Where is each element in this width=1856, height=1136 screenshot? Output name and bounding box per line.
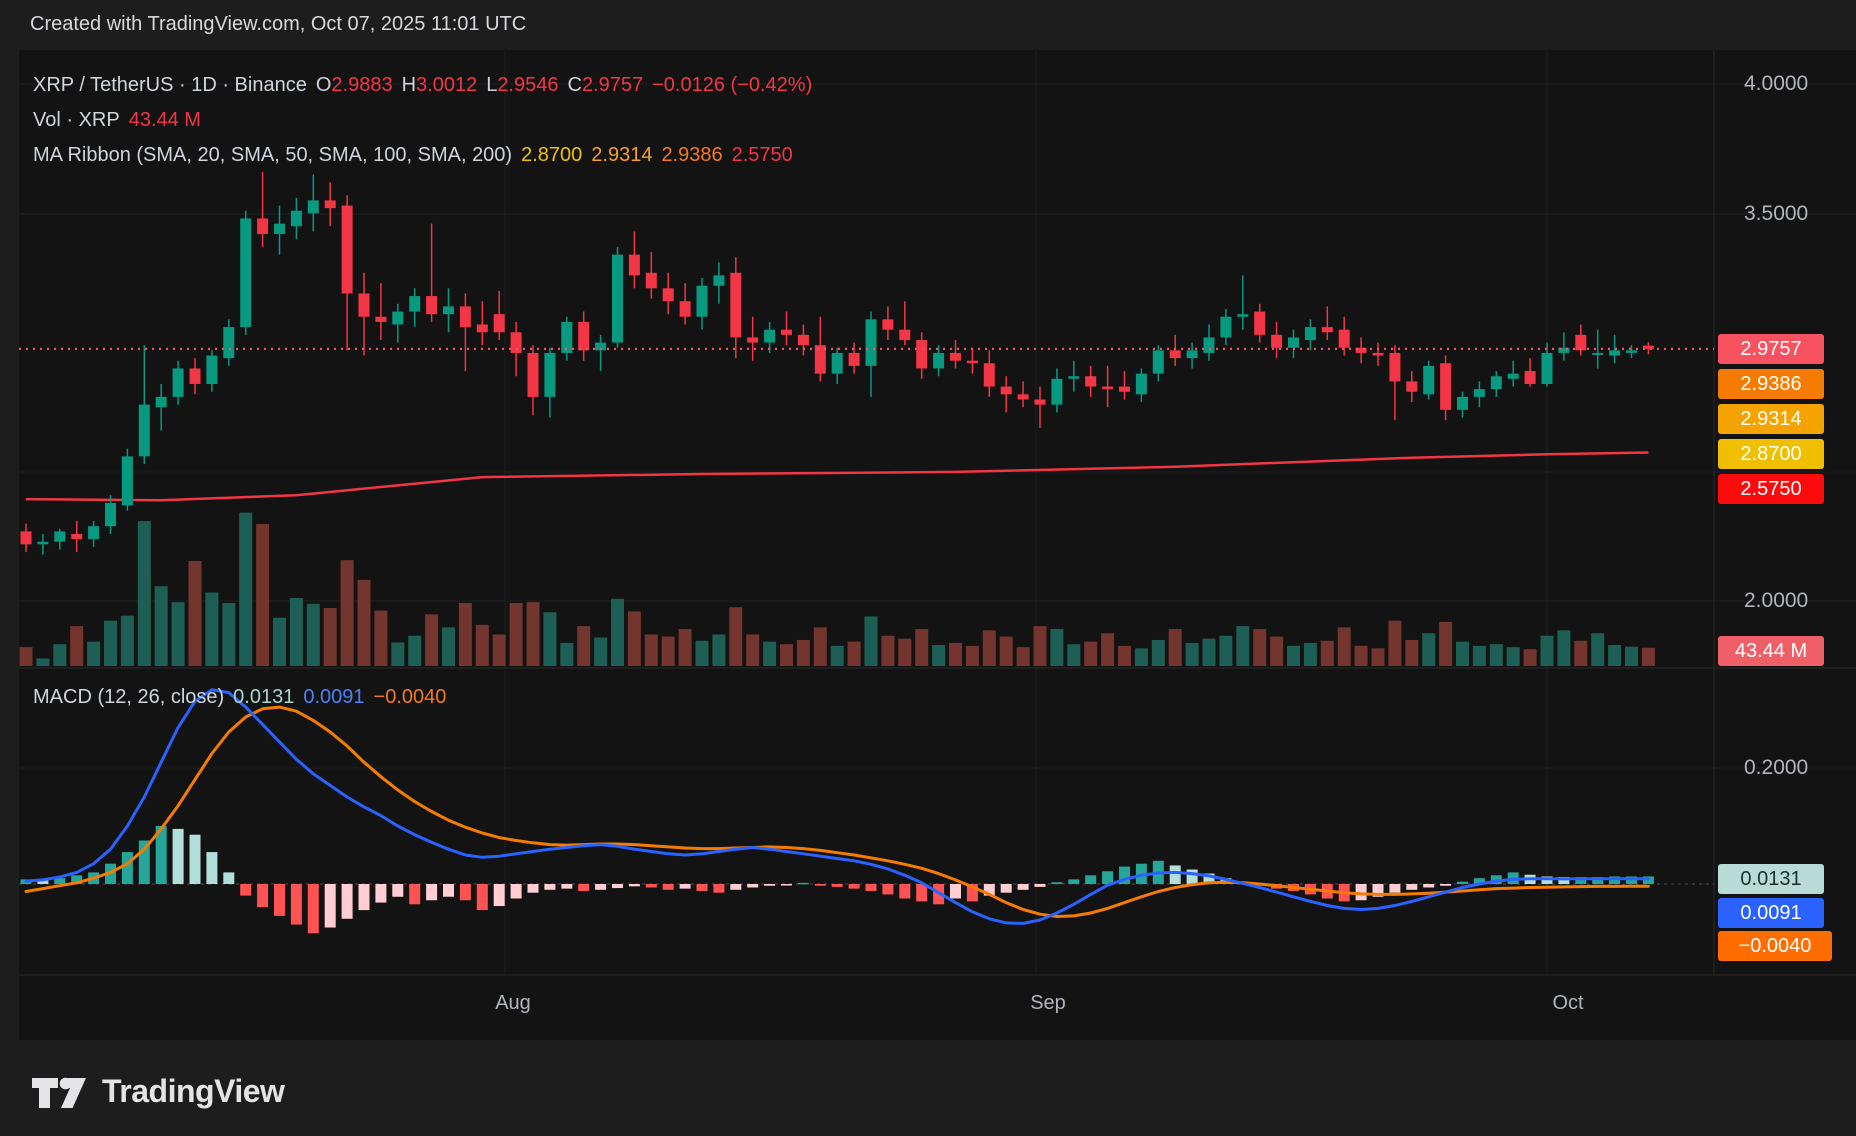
ma-ribbon-label: MA Ribbon (SMA, 20, SMA, 50, SMA, 100, S… <box>33 144 513 166</box>
sma50-value: 2.9314 <box>591 144 653 166</box>
macd-hist-badge: 0.0131 <box>1718 864 1824 894</box>
sma200-price-badge: 2.5750 <box>1718 474 1824 504</box>
tradingview-brand: TradingView <box>30 1072 285 1110</box>
macd-signal-badge: −0.0040 <box>1718 931 1832 961</box>
volume-label: Vol · XRP <box>33 109 120 131</box>
macd-signal-value: −0.0040 <box>373 686 447 708</box>
ma-ribbon-legend: MA Ribbon (SMA, 20, SMA, 50, SMA, 100, S… <box>33 144 793 167</box>
time-tick-oct[interactable]: Oct <box>1552 992 1584 1014</box>
macd-label: MACD (12, 26, close) <box>33 686 225 708</box>
sma200-value: 2.5750 <box>731 144 793 166</box>
symbol-title: XRP / TetherUS · 1D · Binance <box>33 74 307 96</box>
attribution-text: Created with TradingView.com, Oct 07, 20… <box>30 13 527 35</box>
price-tick-2.0000: 2.0000 <box>1744 589 1809 612</box>
macd-legend: MACD (12, 26, close) 0.0131 0.0091 −0.00… <box>33 686 446 709</box>
volume-legend: Vol · XRP 43.44 M <box>33 109 201 132</box>
volume-value: 43.44 M <box>128 109 201 131</box>
price-tick-3.5000: 3.5000 <box>1744 202 1809 225</box>
sma20-price-badge: 2.8700 <box>1718 439 1824 469</box>
volume-badge: 43.44 M <box>1718 636 1824 666</box>
sma100-price-badge: 2.9386 <box>1718 369 1824 399</box>
ohlc-low: L2.9546 <box>486 74 559 96</box>
macd-line-badge: 0.0091 <box>1718 898 1824 928</box>
ohlc-close: C2.9757 <box>567 74 644 96</box>
sma50-price-badge: 2.9314 <box>1718 404 1824 434</box>
tradingview-brand-text: TradingView <box>102 1072 285 1109</box>
macd-tick-0.2000: 0.2000 <box>1744 756 1809 779</box>
sma20-value: 2.8700 <box>521 144 583 166</box>
change-value: −0.0126 (−0.42%) <box>652 74 813 96</box>
ohlc-open: O2.9883 <box>315 74 393 96</box>
macd-hist-value: 0.0131 <box>233 686 295 708</box>
time-tick-aug[interactable]: Aug <box>495 992 531 1014</box>
chart-panel-background <box>19 50 1856 1040</box>
last-price-badge: 2.9757 <box>1718 334 1824 364</box>
ohlc-high: H3.0012 <box>401 74 478 96</box>
macd-line-value: 0.0091 <box>303 686 365 708</box>
symbol-legend: XRP / TetherUS · 1D · Binance O2.9883 H3… <box>33 74 812 97</box>
price-tick-4.0000: 4.0000 <box>1744 72 1809 95</box>
tradingview-logo-icon <box>32 1077 86 1108</box>
time-tick-sep[interactable]: Sep <box>1030 992 1066 1014</box>
sma100-value: 2.9386 <box>661 144 723 166</box>
